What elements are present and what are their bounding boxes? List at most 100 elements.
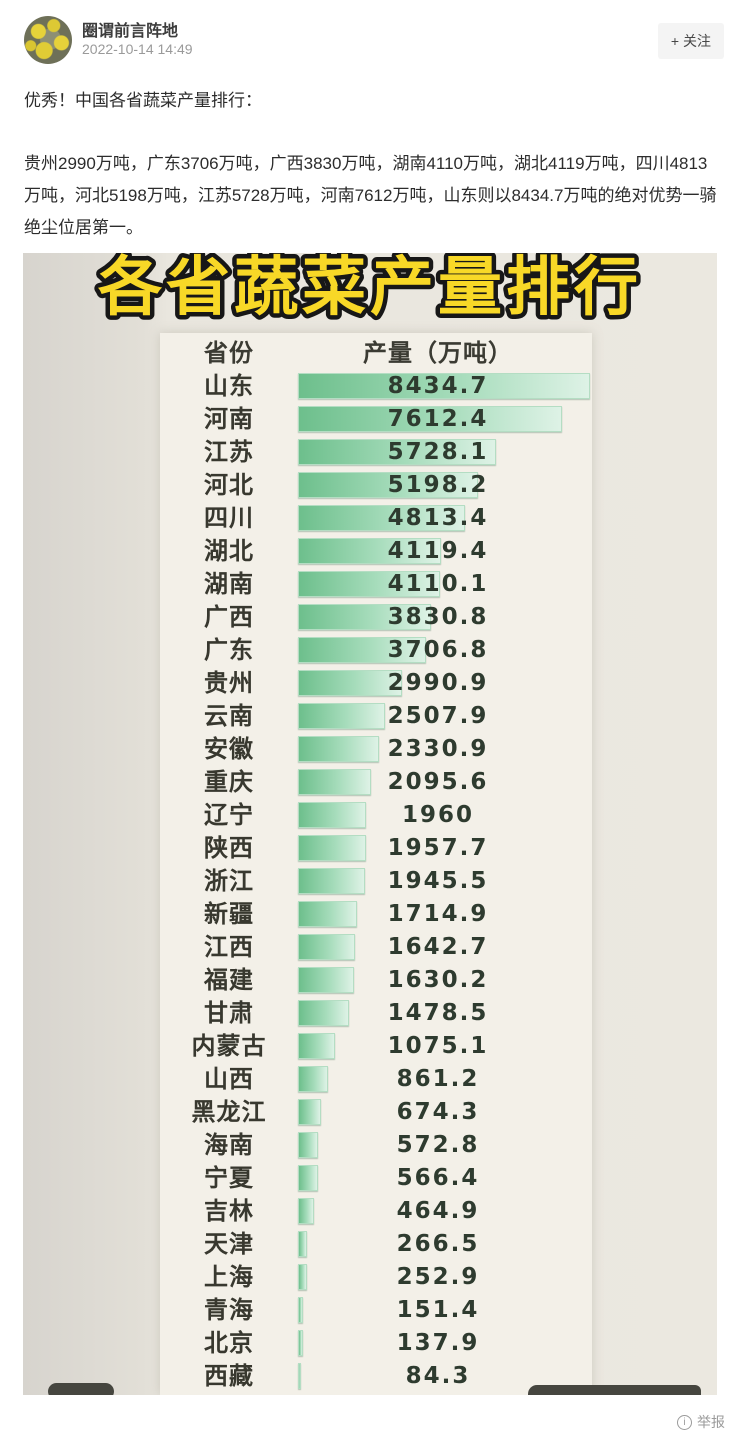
column-header-value: 产量（万吨） xyxy=(363,340,513,367)
province-label: 湖南 xyxy=(204,571,254,598)
value-bar xyxy=(298,703,385,729)
province-label: 河南 xyxy=(204,406,254,433)
province-label: 浙江 xyxy=(204,868,254,895)
value-label: 566.4 xyxy=(396,1165,480,1191)
value-bar xyxy=(298,967,354,993)
value-label: 1630.2 xyxy=(387,967,489,993)
chart-row: 吉林 464.9 xyxy=(160,1195,592,1228)
province-label: 辽宁 xyxy=(204,802,254,829)
value-label: 861.2 xyxy=(396,1066,480,1092)
chart-row: 天津 266.5 xyxy=(160,1228,592,1261)
province-label: 河北 xyxy=(204,472,254,499)
province-label: 安徽 xyxy=(204,736,254,763)
value-bar xyxy=(298,1033,335,1059)
chart-panel: 省份 产量（万吨） 山东 8434.7 河南 7612.4 江苏 5728.1 河北 5198… xyxy=(160,333,592,1395)
value-bar xyxy=(298,1363,301,1389)
value-bar xyxy=(298,538,441,564)
chart-row: 上海 252.9 xyxy=(160,1261,592,1294)
value-bar xyxy=(298,373,590,399)
value-bar xyxy=(298,802,366,828)
value-bar xyxy=(298,736,379,762)
info-icon: i xyxy=(677,1414,692,1430)
chart-row: 浙江 1945.5 xyxy=(160,865,592,898)
province-label: 陕西 xyxy=(204,835,254,862)
chart-row: 甘肃 1478.5 xyxy=(160,997,592,1030)
chart-row: 辽宁 1960 xyxy=(160,799,592,832)
province-label: 云南 xyxy=(204,703,254,730)
value-bar xyxy=(298,1066,328,1092)
post-body-text: 贵州2990万吨，广东3706万吨，广西3830万吨，湖南4110万吨，湖北41… xyxy=(24,154,717,237)
province-label: 宁夏 xyxy=(204,1165,254,1192)
province-label: 天津 xyxy=(204,1231,254,1258)
chart-rows: 山东 8434.7 河南 7612.4 江苏 5728.1 河北 5198.2 四川 4813.4… xyxy=(160,370,592,1393)
value-label: 4119.4 xyxy=(387,538,489,564)
province-label: 重庆 xyxy=(204,769,254,796)
value-label: 1960 xyxy=(401,802,474,828)
value-label: 252.9 xyxy=(396,1264,480,1290)
province-label: 西藏 xyxy=(204,1363,254,1390)
value-label: 3830.8 xyxy=(387,604,489,630)
province-label: 广东 xyxy=(204,637,254,664)
chart-row: 福建 1630.2 xyxy=(160,964,592,997)
province-label: 贵州 xyxy=(204,670,254,697)
value-bar xyxy=(298,934,355,960)
chart-title: 各省蔬菜产量排行 xyxy=(98,253,642,323)
chart-row: 广东 3706.8 xyxy=(160,634,592,667)
province-label: 湖北 xyxy=(204,538,254,565)
author-name[interactable]: 圈谓前言阵地 xyxy=(82,23,179,40)
chart-row: 西藏 84.3 xyxy=(160,1360,592,1393)
value-label: 84.3 xyxy=(405,1363,471,1389)
value-bar xyxy=(298,472,478,498)
province-label: 青海 xyxy=(204,1297,254,1324)
post-header: 圈谓前言阵地 2022-10-14 14:49 + 关注 xyxy=(24,16,724,64)
chart-row: 北京 137.9 xyxy=(160,1327,592,1360)
chart-row: 江苏 5728.1 xyxy=(160,436,592,469)
report-button[interactable]: i 举报 xyxy=(677,1412,725,1432)
chart-row: 河南 7612.4 xyxy=(160,403,592,436)
value-bar xyxy=(298,769,371,795)
value-label: 674.3 xyxy=(396,1099,480,1125)
value-bar xyxy=(298,1099,321,1125)
video-corner-left-shape xyxy=(48,1383,114,1395)
province-label: 四川 xyxy=(204,505,254,532)
value-label: 572.8 xyxy=(396,1132,480,1158)
value-label: 3706.8 xyxy=(387,637,489,663)
value-label: 5198.2 xyxy=(387,472,489,498)
province-label: 内蒙古 xyxy=(191,1033,267,1060)
value-label: 2095.6 xyxy=(387,769,489,795)
value-bar xyxy=(298,505,465,531)
avatar[interactable] xyxy=(24,16,72,64)
value-bar xyxy=(298,1330,303,1356)
chart-row: 贵州 2990.9 xyxy=(160,667,592,700)
value-label: 7612.4 xyxy=(387,406,489,432)
post-timestamp: 2022-10-14 14:49 xyxy=(82,41,193,57)
value-bar xyxy=(298,1000,349,1026)
chart-row: 内蒙古 1075.1 xyxy=(160,1030,592,1063)
report-label: 举报 xyxy=(697,1414,725,1430)
value-label: 2330.9 xyxy=(387,736,489,762)
value-bar xyxy=(298,571,440,597)
chart-row: 山东 8434.7 xyxy=(160,370,592,403)
chart-row: 广西 3830.8 xyxy=(160,601,592,634)
follow-button[interactable]: + 关注 xyxy=(657,23,724,59)
value-bar xyxy=(298,1264,307,1290)
chart-image[interactable]: 各省蔬菜产量排行 省份 产量（万吨） 山东 8434.7 河南 7612.4 江苏 572… xyxy=(23,253,717,1395)
value-label: 1945.5 xyxy=(387,868,489,894)
value-label: 4813.4 xyxy=(387,505,489,531)
province-label: 黑龙江 xyxy=(191,1099,267,1126)
value-bar xyxy=(298,406,562,432)
value-label: 266.5 xyxy=(396,1231,480,1257)
province-label: 山西 xyxy=(204,1066,254,1093)
province-label: 新疆 xyxy=(204,901,254,928)
value-label: 151.4 xyxy=(396,1297,480,1323)
video-corner-right-shape xyxy=(528,1385,701,1395)
chart-row: 青海 151.4 xyxy=(160,1294,592,1327)
chart-row: 江西 1642.7 xyxy=(160,931,592,964)
value-label: 1478.5 xyxy=(387,1000,489,1026)
chart-row: 云南 2507.9 xyxy=(160,700,592,733)
chart-row: 新疆 1714.9 xyxy=(160,898,592,931)
value-bar xyxy=(298,835,366,861)
province-label: 江西 xyxy=(204,934,254,961)
province-label: 山东 xyxy=(204,373,254,400)
